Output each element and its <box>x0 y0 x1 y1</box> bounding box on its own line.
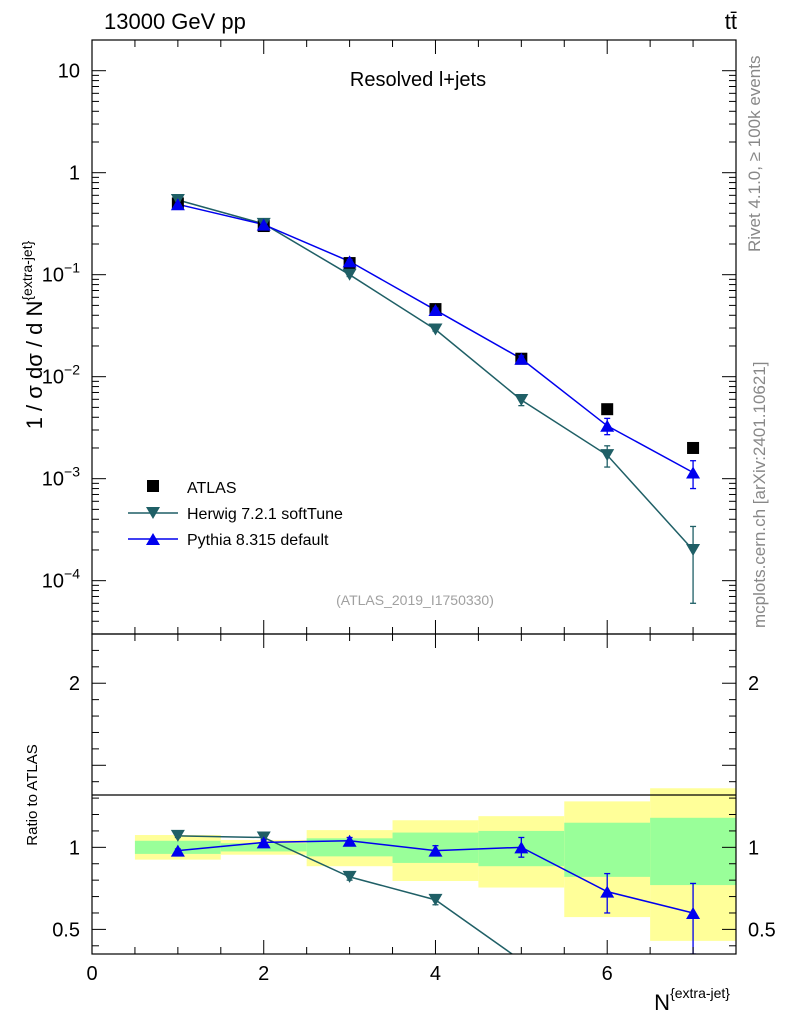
main-y-tick-label: 1 <box>69 163 80 185</box>
pythia-ratio-point <box>170 844 185 857</box>
main-y-tick-label: 10−4 <box>42 566 80 593</box>
analysis-watermark: (ATLAS_2019_I1750330) <box>336 592 494 608</box>
herwig-point <box>342 268 357 281</box>
pythia-ratio-point <box>428 844 443 857</box>
ratio-band-inner <box>564 822 651 877</box>
ratio-y-axis-label: Ratio to ATLAS <box>24 744 41 845</box>
herwig-ratio-point <box>428 893 443 906</box>
pythia-point <box>600 419 615 432</box>
ratio-uncertainty-bands <box>134 788 736 941</box>
pythia-point <box>256 218 271 231</box>
ratio-y-ticks: 2 2 1 1 0.5 0.5 <box>52 649 776 947</box>
ratio-y-tick-label-left: 2 <box>69 673 80 695</box>
ratio-panel: 2 2 1 1 0.5 0.5 0 2 4 6 Ratio to ATLAS N{extra-j… <box>24 633 776 1015</box>
legend: ATLAS Herwig 7.2.1 softTune Pythia 8.315… <box>128 480 343 549</box>
pythia-point <box>514 352 529 365</box>
main-y-tick-label: 10−1 <box>42 260 80 287</box>
pythia-line <box>177 203 694 474</box>
main-y-tick-label: 10 <box>58 61 80 83</box>
herwig-point <box>514 394 529 407</box>
legend-atlas-marker <box>147 480 159 492</box>
ratio-y-tick-label-right: 2 <box>748 673 759 695</box>
x-tick-label: 6 <box>602 963 613 985</box>
legend-herwig-label: Herwig 7.2.1 softTune <box>187 506 343 523</box>
pythia-ratio-point <box>342 834 357 847</box>
herwig-point <box>686 543 701 556</box>
main-title: Resolved l+jets <box>350 69 486 91</box>
pythia-point <box>342 255 357 268</box>
ratio-frame <box>91 633 737 955</box>
main-y-tick-label: 10−2 <box>42 362 80 389</box>
legend-herwig-marker <box>146 507 160 519</box>
ratio-y-tick-label-left: 1 <box>69 837 80 859</box>
herwig-point <box>428 323 443 336</box>
pythia-ratio-point <box>600 885 615 898</box>
pythia-point <box>170 198 185 211</box>
legend-atlas-label: ATLAS <box>187 480 237 497</box>
main-y-ticks: 10 1 10−1 10−2 10−3 10−4 <box>42 39 736 635</box>
pythia-ratio-point <box>256 836 271 849</box>
main-y-tick-label: 10−3 <box>42 464 80 491</box>
ratio-data-layer <box>170 829 701 954</box>
ratio-y-tick-label-left: 0.5 <box>52 919 80 941</box>
ratio-x-ticks: 0 2 4 6 <box>86 634 737 985</box>
x-axis-label: N{extra-jet} <box>654 985 730 1015</box>
herwig-point <box>600 449 615 462</box>
pythia-ratio-point <box>514 841 529 854</box>
energy-label: 13000 GeV pp <box>104 9 246 34</box>
pythia-point <box>686 466 701 479</box>
herwig-ratio-point <box>170 829 185 842</box>
rivet-label: Rivet 4.1.0, ≥ 100k events <box>745 56 764 252</box>
main-panel: Resolved l+jets (ATLAS_2019_I1750330) 10… <box>19 39 737 635</box>
atlas-point <box>687 441 700 454</box>
x-tick-label: 2 <box>258 963 269 985</box>
pythia-point <box>428 304 443 317</box>
ratio-band-inner <box>650 817 736 886</box>
herwig-line <box>177 199 694 551</box>
legend-pythia-label: Pythia 8.315 default <box>187 532 329 549</box>
pythia-ratio-point <box>686 906 701 919</box>
herwig-ratio-point <box>342 870 357 883</box>
main-data-layer <box>170 193 701 604</box>
process-label: tt̄ <box>725 9 737 34</box>
ratio-y-tick-label-right: 0.5 <box>748 919 776 941</box>
main-y-axis-label: 1 / σ dσ / d N{extra-jet} <box>19 240 47 429</box>
ratio-y-tick-label-right: 1 <box>748 837 759 859</box>
atlas-point <box>601 403 614 416</box>
x-tick-label: 0 <box>86 963 97 985</box>
legend-pythia-marker <box>146 533 160 545</box>
mcplots-label: mcplots.cern.ch [arXiv:2401.10621] <box>750 362 769 628</box>
x-tick-label: 4 <box>430 963 441 985</box>
